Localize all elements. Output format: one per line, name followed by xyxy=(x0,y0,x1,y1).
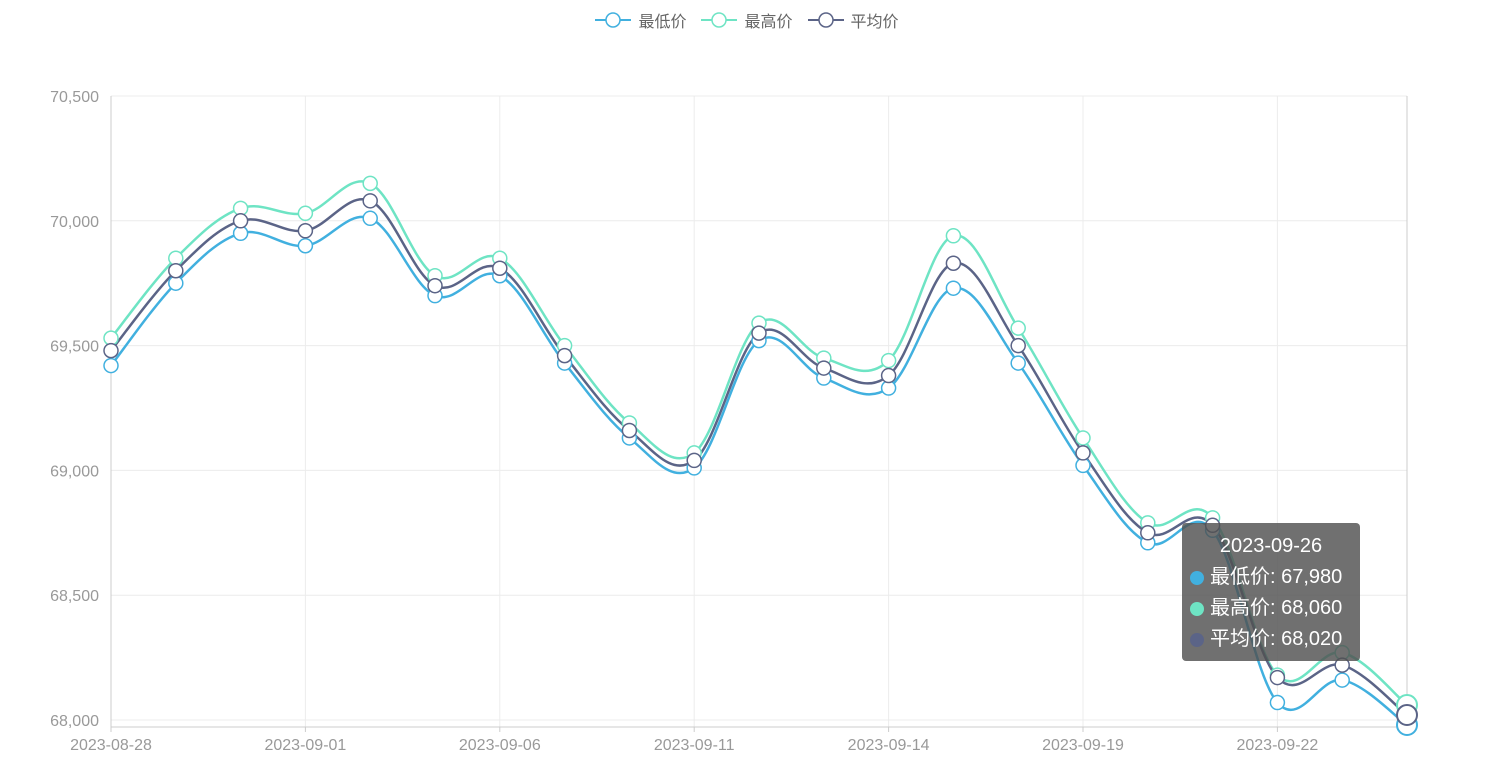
tooltip: 2023-09-26 最低价: 67,980 最高价: 68,060 平均价: … xyxy=(1182,523,1360,661)
legend-marker-icon xyxy=(807,12,844,28)
series-line-1 xyxy=(110,180,1408,706)
x-tick-label: 2023-09-22 xyxy=(1236,737,1318,754)
data-point[interactable] xyxy=(880,352,897,369)
data-point[interactable] xyxy=(1334,672,1350,688)
y-tick-label: 70,500 xyxy=(50,89,99,106)
legend-marker-icon xyxy=(595,12,632,28)
data-point[interactable] xyxy=(1075,445,1091,461)
data-point[interactable] xyxy=(751,325,767,341)
data-point[interactable] xyxy=(362,175,378,192)
data-point[interactable] xyxy=(427,277,443,294)
data-point[interactable] xyxy=(1140,525,1156,541)
data-point[interactable] xyxy=(1075,430,1091,446)
data-point[interactable] xyxy=(103,342,119,359)
legend-item-average[interactable]: 平均价 xyxy=(807,8,899,32)
x-tick-label: 2023-09-01 xyxy=(264,737,346,754)
data-point[interactable] xyxy=(556,347,573,364)
data-point[interactable] xyxy=(1269,669,1286,686)
data-point[interactable] xyxy=(1396,704,1418,727)
x-tick-label: 2023-08-28 xyxy=(70,737,152,754)
tooltip-row-high: 最高价: 68,060 xyxy=(1190,593,1352,624)
y-tick-label: 70,000 xyxy=(50,214,99,231)
data-point[interactable] xyxy=(686,452,702,469)
x-tick-label: 2023-09-11 xyxy=(654,737,735,754)
x-tick-label: 2023-09-14 xyxy=(848,737,930,754)
series-dot-icon xyxy=(1190,601,1204,616)
data-point[interactable] xyxy=(232,213,249,229)
series-points[interactable] xyxy=(103,175,1418,736)
legend-label: 最低价 xyxy=(638,14,687,31)
tooltip-row-label: 最低价: 67,980 xyxy=(1210,566,1343,588)
data-point[interactable] xyxy=(621,422,638,439)
data-point[interactable] xyxy=(816,360,832,376)
series-dot-icon xyxy=(1190,570,1204,585)
data-point[interactable] xyxy=(297,238,314,254)
legend-item-high[interactable]: 最高价 xyxy=(700,8,793,32)
data-point[interactable] xyxy=(945,255,962,271)
data-point[interactable] xyxy=(362,193,378,209)
legend-label: 平均价 xyxy=(850,14,899,31)
data-point[interactable] xyxy=(168,262,184,279)
tooltip-title: 2023-09-26 xyxy=(1219,535,1323,557)
data-point[interactable] xyxy=(945,280,962,296)
legend-marker-icon xyxy=(701,12,738,28)
tooltip-row-low: 最低价: 67,980 xyxy=(1190,562,1352,593)
data-point[interactable] xyxy=(297,205,314,222)
data-point[interactable] xyxy=(1269,694,1286,711)
x-tick-label: 2023-09-06 xyxy=(459,737,541,754)
tooltip-row-label: 平均价: 68,020 xyxy=(1210,628,1343,650)
tooltip-row-label: 最高价: 68,060 xyxy=(1210,597,1343,619)
data-point[interactable] xyxy=(492,260,508,276)
tooltip-row-average: 平均价: 68,020 xyxy=(1190,624,1352,655)
data-point[interactable] xyxy=(880,367,897,384)
data-point[interactable] xyxy=(1010,355,1026,371)
data-point[interactable] xyxy=(945,228,962,244)
axes: 68,000 68,500 69,000 69,500 70,000 70,500 2023… xyxy=(50,89,1408,754)
legend: 最低价 最高价 平均价 xyxy=(0,8,1493,32)
y-tick-label: 69,500 xyxy=(50,339,99,356)
y-tick-label: 69,000 xyxy=(50,463,99,480)
y-tick-label: 68,000 xyxy=(50,713,99,730)
legend-item-low[interactable]: 最低价 xyxy=(594,8,686,32)
data-point[interactable] xyxy=(103,357,119,374)
data-point[interactable] xyxy=(1010,320,1026,336)
data-point[interactable] xyxy=(1010,337,1026,354)
data-point[interactable] xyxy=(297,223,314,239)
series-dot-icon xyxy=(1190,632,1204,647)
x-tick-label: 2023-09-19 xyxy=(1042,737,1124,754)
legend-label: 最高价 xyxy=(744,14,793,31)
data-point[interactable] xyxy=(362,210,378,227)
y-tick-label: 68,500 xyxy=(50,588,99,605)
